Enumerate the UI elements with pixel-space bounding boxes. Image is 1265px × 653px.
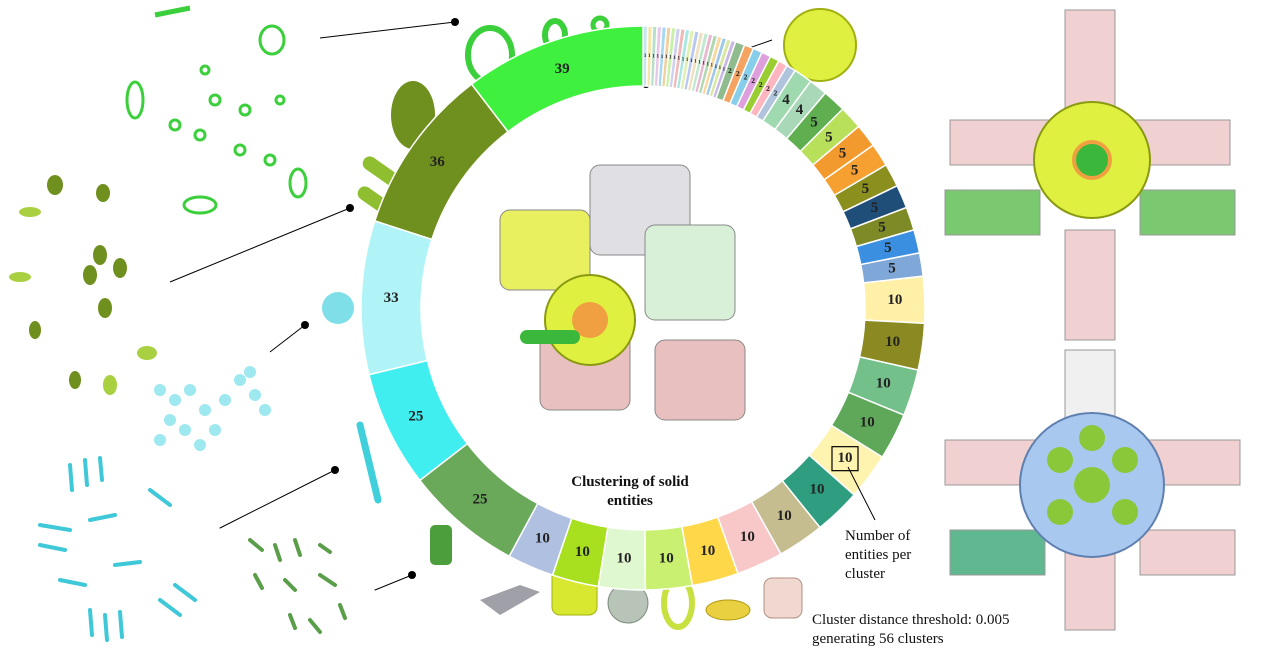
value-label: 33 xyxy=(384,290,399,306)
value-label: 25 xyxy=(472,492,487,508)
value-label: 39 xyxy=(555,61,570,77)
bolt-parts xyxy=(38,421,452,642)
value-label: 1 xyxy=(702,62,705,67)
ball-parts xyxy=(154,292,354,451)
value-label: 2 xyxy=(759,80,763,89)
value-label: 1 xyxy=(706,63,709,68)
value-label: 2 xyxy=(766,84,770,93)
value-label: 36 xyxy=(430,154,446,170)
caption: Cluster distance threshold: 0.005 genera… xyxy=(812,612,1010,647)
value-label: 2 xyxy=(744,73,748,82)
value-label: 5 xyxy=(871,200,879,216)
value-label: 10 xyxy=(876,375,891,391)
value-label: 2 xyxy=(751,76,755,85)
chart-title: Clustering of solid entities xyxy=(571,474,689,509)
value-label: 1 xyxy=(715,65,718,70)
value-label: 1 xyxy=(698,61,701,66)
value-label: 5 xyxy=(884,240,892,256)
value-label: 5 xyxy=(810,114,818,130)
value-label: 1 xyxy=(678,57,681,62)
value-label: 1 xyxy=(711,64,714,69)
value-label: 10 xyxy=(659,550,674,566)
ring-segment xyxy=(470,25,644,133)
highlight-box xyxy=(831,446,859,472)
value-label: 5 xyxy=(888,261,896,277)
annotation-leader xyxy=(847,466,876,521)
value-label: 10 xyxy=(860,414,875,430)
value-label: 1 xyxy=(686,58,689,63)
value-label: 2 xyxy=(736,69,740,78)
value-label: 1 xyxy=(648,54,651,59)
value-label: 10 xyxy=(810,482,825,498)
engine-center xyxy=(499,164,746,421)
value-label: 1 xyxy=(644,54,647,59)
value-label: 4 xyxy=(782,92,790,108)
disc-parts xyxy=(9,18,459,395)
value-label: 2 xyxy=(728,66,732,75)
value-label: 10 xyxy=(740,529,755,545)
value-label: 1 xyxy=(682,57,685,62)
value-label: 10 xyxy=(535,531,550,547)
value-label: 10 xyxy=(885,334,900,350)
value-label: 1 xyxy=(652,54,655,59)
value-label: 25 xyxy=(408,409,423,425)
value-label: 1 xyxy=(665,55,668,60)
value-label: 10 xyxy=(777,508,792,524)
value-label: 1 xyxy=(673,56,676,61)
value-label: 10 xyxy=(617,551,632,567)
value-label: 10 xyxy=(837,450,852,466)
value-label: 10 xyxy=(575,544,590,560)
value-label: 10 xyxy=(887,292,902,308)
small-parts-row xyxy=(480,8,857,630)
value-label: 10 xyxy=(700,543,715,559)
value-label: 1 xyxy=(719,66,722,71)
value-label: 5 xyxy=(851,163,859,179)
value-label: 4 xyxy=(796,102,804,118)
value-label: 2 xyxy=(773,88,777,97)
annotation: Number of entities per cluster xyxy=(845,528,912,582)
value-label: 1 xyxy=(657,55,660,60)
value-label: 1 xyxy=(669,56,672,61)
donut-chart: 1 1 1 1 1 1 1 1 1 1 1 1 1 1 1 1 1 1 1 1 2 2 2 2 2 2 2 4455555555510… xyxy=(360,25,926,591)
value-label: 5 xyxy=(825,129,833,145)
value-label: 1 xyxy=(661,55,664,60)
value-label: 5 xyxy=(878,220,886,236)
value-label: 5 xyxy=(839,145,847,161)
value-label: 1 xyxy=(723,67,726,72)
value-label: 1 xyxy=(690,59,693,64)
value-label: 1 xyxy=(694,60,697,65)
engine-right xyxy=(944,9,1241,631)
value-label: 5 xyxy=(862,181,870,197)
